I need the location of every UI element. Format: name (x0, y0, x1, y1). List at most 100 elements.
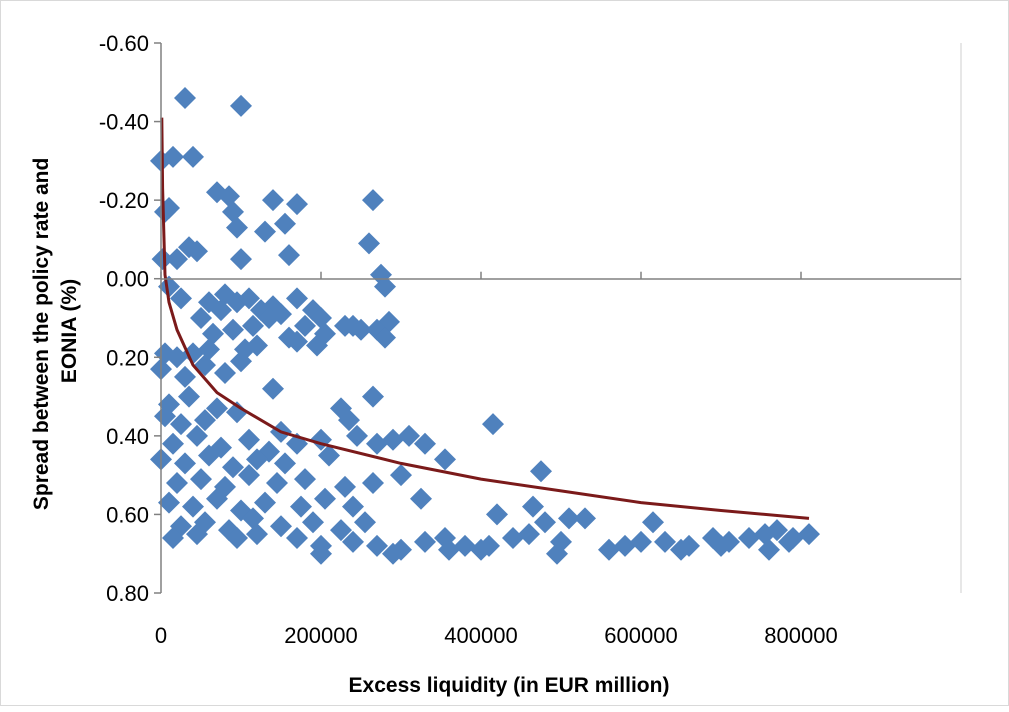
data-point (238, 464, 260, 487)
data-point (242, 314, 264, 337)
data-point (182, 342, 204, 365)
data-point (210, 299, 232, 322)
data-point (162, 432, 184, 455)
data-point (206, 397, 228, 420)
x-tick-marks (160, 271, 802, 279)
data-point (362, 385, 384, 408)
data-point (286, 193, 308, 216)
x-tick-label: 800000 (764, 623, 837, 648)
data-point (230, 94, 252, 117)
data-point (174, 87, 196, 109)
data-point (222, 318, 244, 341)
data-point (166, 248, 188, 271)
data-point (766, 519, 788, 542)
data-point (290, 495, 312, 518)
data-point (230, 350, 252, 373)
trendline (160, 117, 810, 520)
data-point (314, 487, 336, 510)
data-point (174, 365, 196, 388)
data-point (174, 452, 196, 475)
data-point (522, 495, 544, 518)
y-tick-label: -0.20 (99, 188, 149, 213)
y-axis-title-line-1: Spread between the policy rate and (30, 158, 53, 510)
data-point (286, 330, 308, 353)
data-point (354, 511, 376, 534)
data-point (166, 346, 188, 369)
data-point (218, 185, 240, 208)
data-point (434, 448, 456, 471)
data-point (246, 448, 268, 471)
data-point (310, 307, 332, 329)
data-point (294, 468, 316, 491)
y-tick-label: 0.40 (106, 424, 149, 449)
data-point (342, 495, 364, 518)
data-point (254, 491, 276, 514)
data-point (182, 145, 204, 168)
data-point (338, 409, 360, 432)
x-tick-label: 0 (155, 623, 167, 648)
data-point (162, 145, 184, 168)
data-point (454, 534, 476, 557)
data-point (198, 338, 220, 361)
data-point (186, 523, 208, 546)
data-point (294, 314, 316, 337)
data-point (614, 534, 636, 557)
data-point (238, 428, 260, 451)
data-point (710, 534, 732, 557)
data-point (574, 507, 596, 530)
data-point (502, 527, 524, 549)
data-point (438, 538, 460, 561)
data-point (170, 287, 192, 310)
data-point (222, 200, 244, 223)
data-point (226, 527, 248, 549)
x-tick-label: 200000 (284, 623, 357, 648)
data-point (262, 377, 284, 400)
data-point (414, 530, 436, 553)
data-point (534, 511, 556, 534)
data-point (598, 538, 620, 561)
data-point (390, 464, 412, 487)
data-point (342, 530, 364, 553)
y-axis-title: Spread between the policy rate and EONIA… (30, 152, 81, 510)
data-point (186, 424, 208, 447)
y-tick-label: 0.60 (106, 502, 149, 527)
data-point (758, 538, 780, 561)
data-point (366, 534, 388, 557)
x-tick-label: 600000 (604, 623, 677, 648)
data-point (162, 527, 184, 549)
data-point (158, 491, 180, 514)
y-tick-label: 0.00 (106, 267, 149, 292)
data-point (246, 334, 268, 357)
data-point (318, 444, 340, 467)
data-point (302, 511, 324, 534)
y-tick-label: -0.60 (99, 31, 149, 56)
data-point (362, 189, 384, 212)
data-point (374, 275, 396, 298)
data-point (478, 534, 500, 557)
data-point (166, 472, 188, 494)
data-point (194, 409, 216, 432)
y-tick-label: 0.20 (106, 345, 149, 370)
data-point (306, 334, 328, 357)
data-point (198, 444, 220, 467)
data-point (158, 275, 180, 298)
data-point (238, 287, 260, 310)
data-point (342, 314, 364, 337)
data-point (214, 362, 236, 384)
data-point (546, 542, 568, 565)
x-axis-title: Excess liquidity (in EUR million) (349, 674, 670, 697)
data-point (190, 468, 212, 491)
data-point (410, 487, 432, 510)
data-point (530, 460, 552, 483)
y-tick-label: 0.80 (106, 581, 149, 606)
data-point (190, 307, 212, 329)
data-point (382, 428, 404, 451)
data-point (358, 232, 380, 255)
data-point (154, 405, 176, 428)
data-point (642, 511, 664, 534)
data-point (254, 220, 276, 243)
data-point (274, 452, 296, 475)
data-point (274, 212, 296, 235)
data-point (374, 326, 396, 349)
y-tick-marks (154, 42, 161, 594)
